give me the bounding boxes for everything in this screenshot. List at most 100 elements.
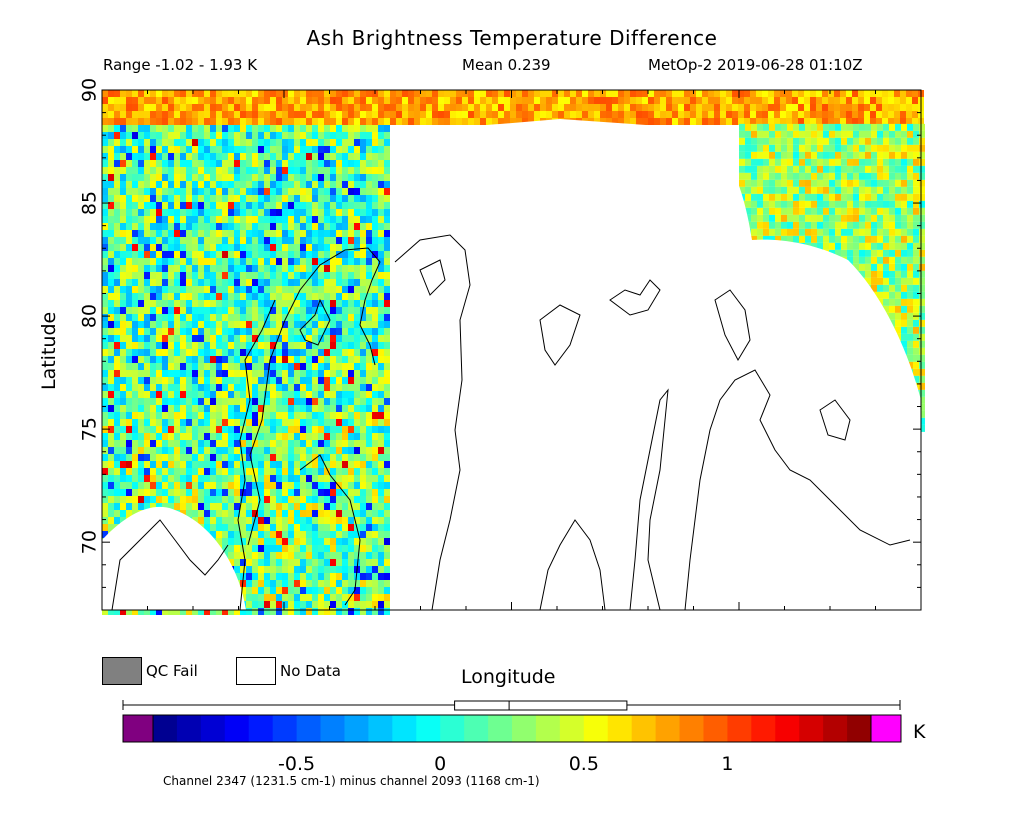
heatmap-cell bbox=[108, 608, 114, 615]
heatmap-cell bbox=[108, 223, 114, 230]
heatmap-cell bbox=[834, 118, 840, 125]
heatmap-cell bbox=[276, 426, 282, 433]
heatmap-cell bbox=[150, 608, 156, 615]
heatmap-cell bbox=[210, 349, 216, 356]
heatmap-cell bbox=[132, 181, 138, 188]
heatmap-cell bbox=[228, 244, 234, 251]
heatmap-cell bbox=[360, 90, 366, 97]
heatmap-cell bbox=[816, 90, 822, 97]
heatmap-cell bbox=[360, 258, 366, 265]
heatmap-cell bbox=[294, 335, 300, 342]
heatmap-cell bbox=[330, 510, 336, 517]
heatmap-cell bbox=[222, 160, 228, 167]
heatmap-cell bbox=[318, 517, 324, 524]
heatmap-cell bbox=[108, 370, 114, 377]
heatmap-cell bbox=[282, 216, 288, 223]
heatmap-cell bbox=[769, 228, 775, 236]
heatmap-cell bbox=[138, 412, 144, 419]
heatmap-cell bbox=[246, 328, 252, 335]
heatmap-cell bbox=[829, 193, 835, 201]
heatmap-cell bbox=[150, 489, 156, 496]
heatmap-cell bbox=[678, 97, 684, 104]
heatmap-cell bbox=[150, 195, 156, 202]
heatmap-cell bbox=[264, 258, 270, 265]
heatmap-cell bbox=[228, 160, 234, 167]
heatmap-cell bbox=[270, 216, 276, 223]
heatmap-cell bbox=[210, 139, 216, 146]
heatmap-cell bbox=[234, 370, 240, 377]
heatmap-cell bbox=[318, 349, 324, 356]
heatmap-cell bbox=[366, 202, 372, 209]
heatmap-cell bbox=[306, 167, 312, 174]
heatmap-cell bbox=[114, 272, 120, 279]
heatmap-cell bbox=[294, 517, 300, 524]
heatmap-cell bbox=[264, 209, 270, 216]
heatmap-cell bbox=[318, 230, 324, 237]
heatmap-cell bbox=[745, 179, 751, 187]
heatmap-cell bbox=[162, 258, 168, 265]
heatmap-cell bbox=[156, 118, 162, 125]
heatmap-cell bbox=[402, 97, 408, 104]
heatmap-cell bbox=[372, 118, 378, 125]
heatmap-cell bbox=[354, 384, 360, 391]
heatmap-cell bbox=[378, 132, 384, 139]
heatmap-cell bbox=[900, 90, 906, 97]
heatmap-cell bbox=[198, 223, 204, 230]
heatmap-cell bbox=[150, 342, 156, 349]
heatmap-cell bbox=[780, 111, 786, 118]
heatmap-cell bbox=[168, 412, 174, 419]
heatmap-cell bbox=[192, 188, 198, 195]
heatmap-cell bbox=[288, 461, 294, 468]
heatmap-cell bbox=[360, 594, 366, 601]
heatmap-cell bbox=[174, 146, 180, 153]
heatmap-cell bbox=[354, 90, 360, 97]
heatmap-cell bbox=[294, 195, 300, 202]
heatmap-cell bbox=[516, 104, 522, 111]
heatmap-cell bbox=[264, 482, 270, 489]
heatmap-cell bbox=[144, 475, 150, 482]
heatmap-cell bbox=[168, 433, 174, 440]
heatmap-cell bbox=[126, 356, 132, 363]
heatmap-cell bbox=[294, 580, 300, 587]
heatmap-cell bbox=[216, 132, 222, 139]
heatmap-cell bbox=[354, 363, 360, 370]
heatmap-cell bbox=[360, 363, 366, 370]
heatmap-cell bbox=[144, 286, 150, 293]
heatmap-cell bbox=[246, 125, 252, 132]
heatmap-cell bbox=[228, 104, 234, 111]
heatmap-cell bbox=[210, 370, 216, 377]
heatmap-cell bbox=[384, 594, 390, 601]
heatmap-cell bbox=[300, 342, 306, 349]
heatmap-cell bbox=[264, 272, 270, 279]
heatmap-cell bbox=[570, 97, 576, 104]
heatmap-cell bbox=[120, 370, 126, 377]
heatmap-cell bbox=[204, 426, 210, 433]
heatmap-cell bbox=[264, 125, 270, 132]
heatmap-cell bbox=[216, 454, 222, 461]
heatmap-cell bbox=[372, 398, 378, 405]
heatmap-cell bbox=[354, 426, 360, 433]
heatmap-cell bbox=[763, 200, 769, 208]
heatmap-cell bbox=[246, 475, 252, 482]
heatmap-cell bbox=[180, 293, 186, 300]
heatmap-cell bbox=[888, 90, 894, 97]
heatmap-cell bbox=[174, 405, 180, 412]
heatmap-cell bbox=[270, 363, 276, 370]
heatmap-cell bbox=[258, 531, 264, 538]
heatmap-cell bbox=[198, 265, 204, 272]
heatmap-cell bbox=[763, 123, 769, 131]
heatmap-cell bbox=[366, 342, 372, 349]
heatmap-cell bbox=[823, 130, 829, 138]
heatmap-cell bbox=[300, 377, 306, 384]
heatmap-cell bbox=[330, 503, 336, 510]
heatmap-cell bbox=[168, 272, 174, 279]
heatmap-cell bbox=[829, 151, 835, 159]
heatmap-cell bbox=[384, 195, 390, 202]
heatmap-cell bbox=[360, 426, 366, 433]
heatmap-cell bbox=[216, 391, 222, 398]
heatmap-cell bbox=[817, 193, 823, 201]
heatmap-cell bbox=[378, 293, 384, 300]
heatmap-cell bbox=[246, 251, 252, 258]
heatmap-cell bbox=[762, 97, 768, 104]
heatmap-cell bbox=[829, 221, 835, 229]
